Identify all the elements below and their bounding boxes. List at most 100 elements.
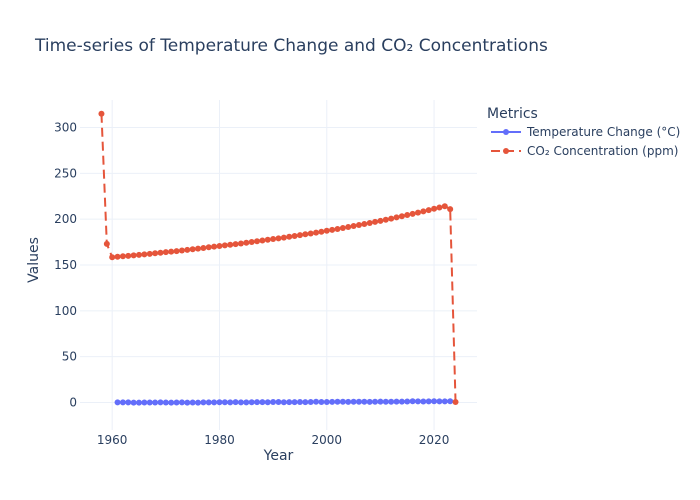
data-point [291,399,298,406]
data-point [259,237,266,244]
data-point [221,399,228,406]
data-point [318,398,325,405]
data-point [291,232,298,239]
data-point [205,244,212,251]
data-point [409,210,416,217]
data-point [146,250,153,257]
data-point [318,228,325,235]
data-point [270,236,277,243]
data-point [146,399,153,406]
data-point [216,399,223,406]
legend-swatch-marker [503,148,509,154]
legend-item-0[interactable]: Temperature Change (°C) [491,125,680,139]
data-point [157,399,164,406]
data-point [130,399,137,406]
data-point [447,206,454,213]
data-point [382,398,389,405]
data-point [414,398,421,405]
legend-items: Temperature Change (°C) CO₂ Concentration… [491,125,680,158]
data-point [350,223,357,230]
data-point [431,205,438,212]
data-point [178,399,185,406]
data-point [189,246,196,253]
data-point [334,398,341,405]
plot-area: 1960 1980 2000 2020 0 50 100 150 200 250 300 [54,100,477,447]
data-point [264,236,271,243]
data-point [125,252,132,259]
data-point [361,221,368,228]
data-point [377,217,384,224]
data-point [227,399,234,406]
data-point [216,243,223,250]
data-point [377,398,384,405]
data-point [243,399,250,406]
y-tick-label: 250 [54,166,77,180]
data-point [398,213,405,220]
x-tick-label: 2020 [419,433,450,447]
data-point [334,225,341,232]
data-point [393,398,400,405]
data-point [243,239,250,246]
data-point [141,399,148,406]
y-tick-label: 150 [54,258,77,272]
data-point [254,399,261,406]
data-point [436,398,443,405]
legend-label: Temperature Change (°C) [526,125,680,139]
data-point [350,398,357,405]
x-axis-title: Year [263,448,294,464]
data-point [103,240,110,247]
data-point [441,203,448,210]
data-point [307,230,314,237]
data-point [125,399,132,406]
data-point [404,212,411,219]
data-point [355,398,362,405]
data-point [211,243,218,250]
legend-item-1[interactable]: CO₂ Concentration (ppm) [491,144,678,158]
data-point [136,251,143,258]
data-point [355,222,362,229]
data-point [393,214,400,221]
chart-title: Time-series of Temperature Change and CO… [34,36,548,56]
data-point [345,224,352,231]
data-point [280,399,287,406]
y-tick-label: 50 [62,350,77,364]
data-point [431,398,438,405]
data-point [173,248,180,255]
data-point [152,399,159,406]
data-point [237,399,244,406]
data-point [307,398,314,405]
legend-swatch-marker [503,129,509,135]
data-point [361,398,368,405]
data-point [302,231,309,238]
data-point [184,399,191,406]
data-point [205,399,212,406]
data-point [366,398,373,405]
data-point [178,247,185,254]
data-point [237,240,244,247]
data-point [452,399,459,406]
data-point [200,399,207,406]
data-point [329,398,336,405]
data-point [248,399,255,406]
data-point [119,399,126,406]
data-point [409,398,416,405]
data-point [254,238,261,245]
x-tick-label: 2000 [312,433,343,447]
data-point [286,233,293,240]
data-point [259,399,266,406]
data-point [173,399,180,406]
data-point [404,398,411,405]
data-point [447,398,454,405]
data-point [275,399,282,406]
data-point [136,399,143,406]
data-point [323,398,330,405]
data-point [232,241,239,248]
data-point [296,399,303,406]
data-point [109,254,116,261]
data-point [372,218,379,225]
data-point [119,253,126,260]
data-point [98,110,105,117]
data-point [157,249,164,256]
